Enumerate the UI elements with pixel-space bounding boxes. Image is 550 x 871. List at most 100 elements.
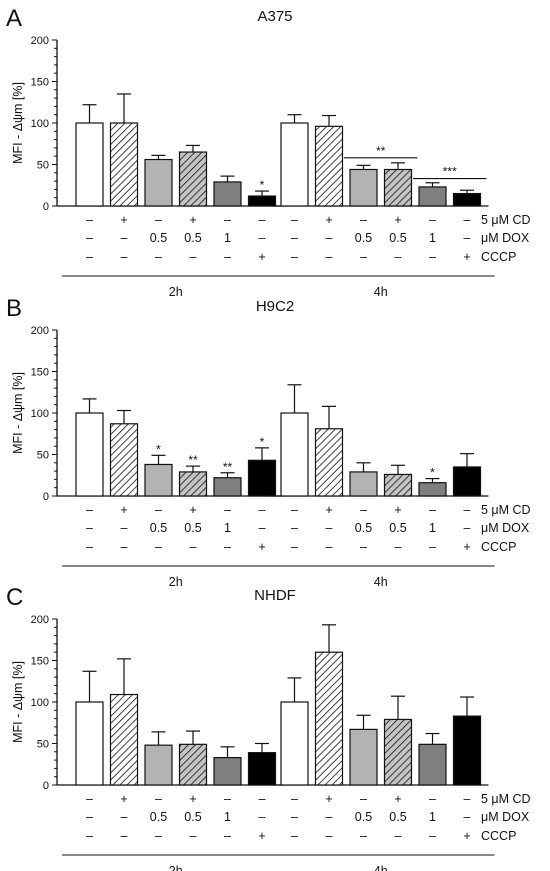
bar: [383, 718, 413, 786]
panel-letter: A: [6, 5, 22, 32]
condition-value: 0.5: [355, 521, 372, 535]
panel-letter: C: [6, 584, 23, 611]
bar: [280, 701, 309, 786]
condition-value: –: [395, 250, 402, 264]
condition-value: –: [291, 213, 298, 227]
significance-mark: ***: [443, 165, 457, 179]
condition-value: –: [86, 521, 93, 535]
bar: [109, 423, 139, 497]
condition-value: –: [155, 792, 162, 806]
y-tick-label: 100: [31, 408, 49, 420]
bar: [280, 122, 309, 207]
significance-mark: **: [188, 453, 198, 467]
condition-value: –: [224, 829, 231, 843]
condition-value: 1: [224, 521, 231, 535]
bar: [75, 701, 104, 786]
condition-value: –: [291, 503, 298, 517]
condition-value: –: [291, 521, 298, 535]
condition-value: –: [190, 829, 197, 843]
condition-value: –: [291, 540, 298, 554]
condition-value: +: [120, 792, 127, 806]
condition-value: –: [259, 810, 266, 824]
panel-title: H9C2: [256, 298, 294, 315]
y-tick-label: 100: [31, 118, 49, 130]
condition-value: 0.5: [150, 810, 167, 824]
y-tick-label: 0: [43, 780, 49, 792]
condition-value: –: [464, 231, 471, 245]
condition-value: –: [86, 231, 93, 245]
condition-value: –: [464, 792, 471, 806]
row-label: 5 μM CD: [481, 792, 531, 806]
y-axis-label: MFI - Δψm [%]: [11, 661, 25, 743]
condition-value: –: [190, 250, 197, 264]
panel-c: C NHDF 0 50 100 150 200 MFI - Δψm [%] – – – + – – – 0.5…: [6, 584, 531, 871]
condition-value: +: [258, 250, 265, 264]
condition-value: +: [463, 829, 470, 843]
condition-value: +: [394, 792, 401, 806]
condition-value: 1: [429, 810, 436, 824]
condition-value: –: [224, 213, 231, 227]
bar: [178, 151, 208, 207]
row-label: CCCP: [481, 829, 516, 843]
y-axis-label: MFI - Δψm [%]: [11, 372, 25, 454]
bar: [418, 186, 447, 207]
condition-value: –: [464, 213, 471, 227]
condition-value: –: [190, 540, 197, 554]
condition-value: –: [360, 792, 367, 806]
bar: [213, 181, 242, 207]
condition-value: –: [121, 250, 128, 264]
condition-value: –: [326, 250, 333, 264]
y-tick-label: 200: [31, 614, 49, 626]
condition-value: +: [325, 792, 332, 806]
condition-value: 0.5: [355, 810, 372, 824]
bar: [349, 728, 378, 786]
condition-value: –: [326, 521, 333, 535]
bar: [314, 428, 344, 497]
condition-value: –: [86, 810, 93, 824]
bar: [452, 715, 482, 786]
y-tick-label: 0: [43, 201, 49, 213]
bar: [314, 125, 344, 207]
condition-value: –: [259, 521, 266, 535]
condition-value: –: [224, 503, 231, 517]
condition-value: +: [189, 792, 196, 806]
condition-value: –: [326, 231, 333, 245]
bar: [349, 168, 378, 207]
condition-value: –: [395, 829, 402, 843]
condition-value: 0.5: [389, 231, 406, 245]
condition-value: –: [224, 250, 231, 264]
condition-value: 1: [429, 521, 436, 535]
condition-value: 0.5: [389, 810, 406, 824]
condition-value: –: [155, 829, 162, 843]
condition-value: –: [291, 250, 298, 264]
panel-b: B H9C2 0 50 100 150 200 MFI - Δψm [%] – – – + – – * – 0.…: [6, 295, 531, 589]
condition-value: –: [86, 829, 93, 843]
y-tick-label: 100: [31, 697, 49, 709]
condition-value: –: [326, 540, 333, 554]
row-label: μM DOX: [481, 810, 530, 824]
condition-value: –: [360, 213, 367, 227]
condition-value: –: [155, 213, 162, 227]
bar: [144, 158, 173, 207]
condition-value: –: [121, 810, 128, 824]
condition-value: –: [259, 792, 266, 806]
bar: [213, 757, 242, 786]
significance-mark: *: [260, 435, 265, 449]
group-label: 4h: [374, 864, 388, 871]
y-tick-label: 50: [37, 450, 49, 462]
panel-a: A A375 0 50 100 150 200 MFI - Δψm [%] – – – + – – – 0.5…: [6, 5, 531, 299]
y-tick-label: 150: [31, 656, 49, 668]
condition-value: –: [224, 540, 231, 554]
condition-value: –: [291, 810, 298, 824]
group-label: 4h: [374, 575, 388, 589]
condition-value: 0.5: [184, 810, 201, 824]
group-label: 2h: [169, 285, 183, 299]
y-tick-label: 50: [37, 160, 49, 172]
condition-value: –: [155, 540, 162, 554]
condition-value: –: [259, 231, 266, 245]
condition-value: –: [86, 250, 93, 264]
group-label: 4h: [374, 285, 388, 299]
y-tick-label: 150: [31, 367, 49, 379]
condition-value: –: [224, 792, 231, 806]
bar: [109, 122, 139, 207]
